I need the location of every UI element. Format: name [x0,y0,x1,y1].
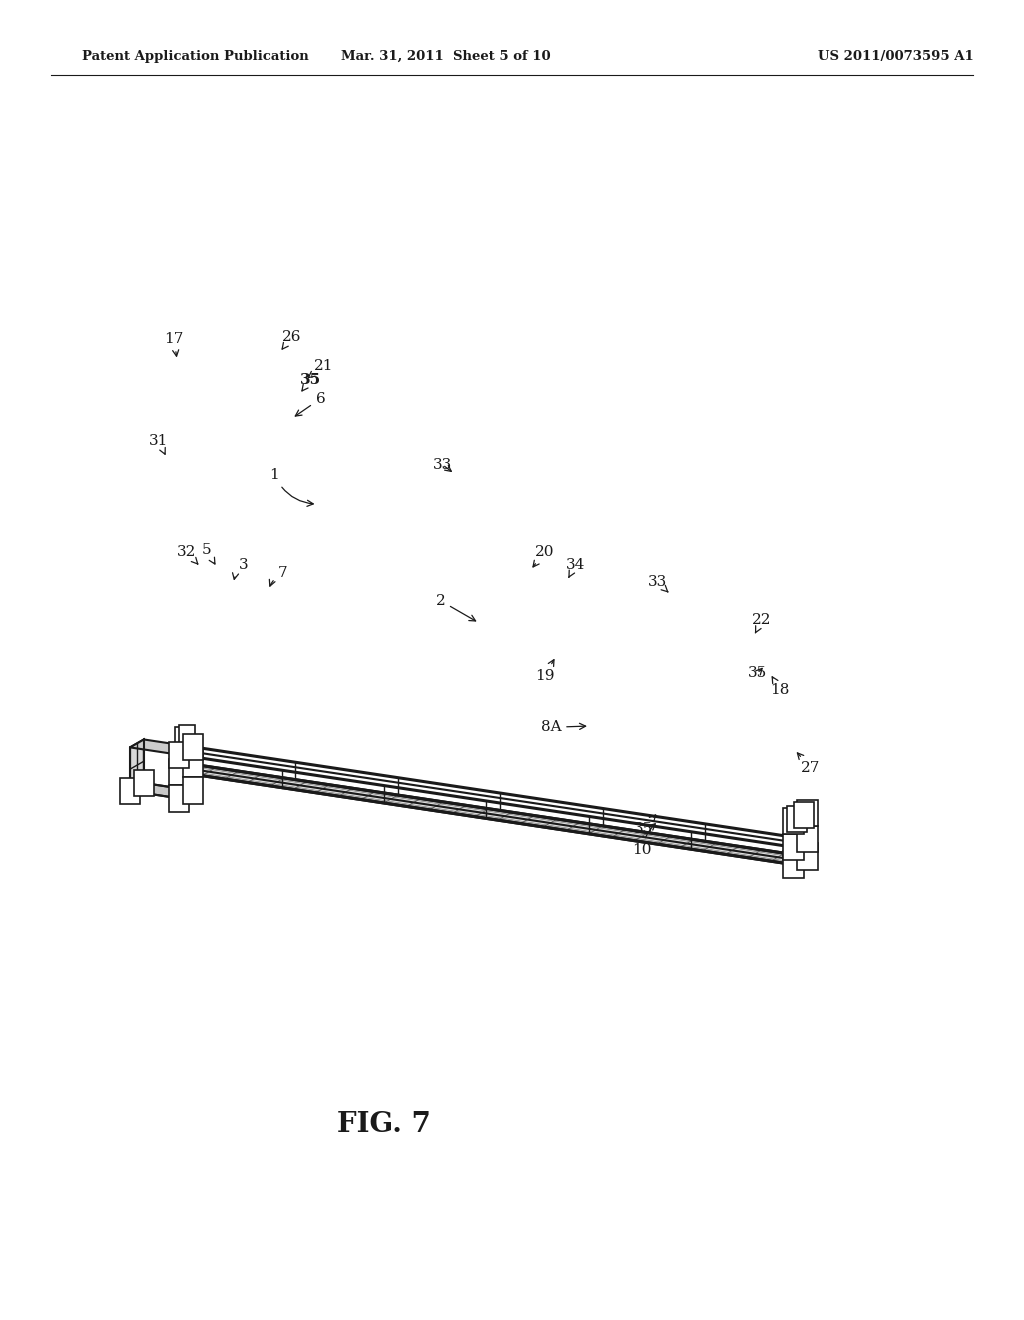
Text: 6: 6 [295,392,326,416]
Text: 33: 33 [433,458,452,471]
Text: 33: 33 [648,576,668,593]
Text: 32: 32 [177,545,198,564]
Text: US 2011/0073595 A1: US 2011/0073595 A1 [818,50,974,63]
Text: Mar. 31, 2011  Sheet 5 of 10: Mar. 31, 2011 Sheet 5 of 10 [341,50,550,63]
Bar [797,843,817,870]
Text: 35: 35 [634,814,655,836]
Text: 7: 7 [269,566,288,586]
Text: 27: 27 [798,752,820,775]
Text: 19: 19 [535,660,555,682]
Bar [783,834,804,861]
Bar [182,751,203,777]
Bar [120,777,140,804]
Text: 18: 18 [771,677,790,697]
Bar [175,727,191,748]
Text: 8A: 8A [541,721,586,734]
Bar [786,805,807,833]
Text: 26: 26 [282,330,302,350]
Text: 20: 20 [532,545,555,568]
Bar [797,800,817,826]
Text: 31: 31 [150,434,168,454]
Text: FIG. 7: FIG. 7 [337,1111,431,1138]
Bar [783,808,804,834]
Text: 22: 22 [752,614,772,632]
Text: 2: 2 [435,594,475,620]
Bar [178,726,195,747]
Bar [182,734,203,760]
Bar [169,785,189,812]
Text: 10: 10 [632,824,655,857]
Text: 17: 17 [165,333,183,356]
Text: 21: 21 [308,359,334,378]
Bar [133,770,154,796]
Bar [169,742,189,768]
Polygon shape [130,739,193,755]
Bar [783,851,804,878]
Text: 35: 35 [300,374,321,391]
Bar [797,826,817,853]
Text: 35: 35 [749,667,767,680]
Text: 3: 3 [232,558,249,579]
Text: 34: 34 [566,558,585,577]
Polygon shape [179,764,807,865]
Text: 1: 1 [269,469,313,507]
Bar [169,759,189,785]
Bar [794,803,814,829]
Polygon shape [130,739,143,791]
Text: Patent Application Publication: Patent Application Publication [82,50,308,63]
Text: 5: 5 [202,544,215,564]
Polygon shape [130,783,193,799]
Bar [182,777,203,804]
